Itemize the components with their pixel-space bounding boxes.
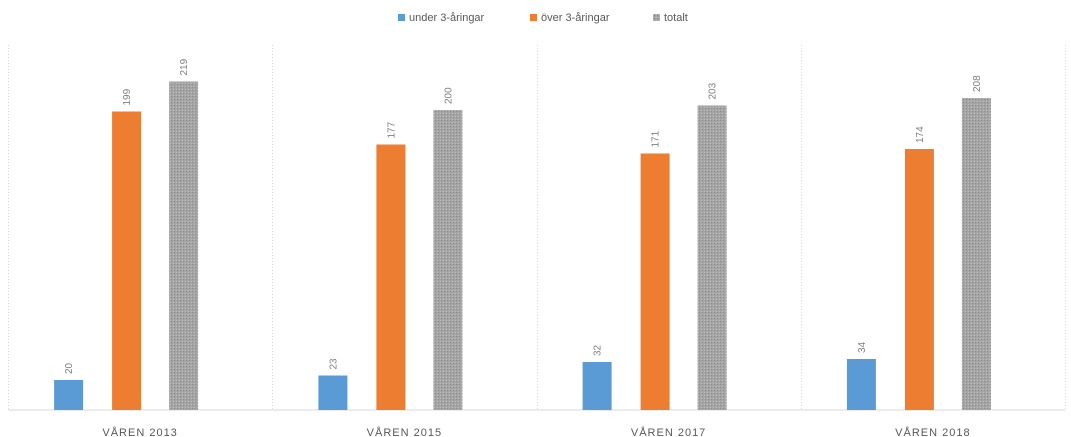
bars-layer [54,81,991,410]
bar-total-4 [961,98,991,410]
bar-under-3-2 [318,375,348,410]
bar-under-3-3 [582,362,612,410]
legend-label-under-3: under 3-åringar [409,12,485,24]
legend-item-over-3: över 3-åringar [530,12,610,24]
legend-item-under-3: under 3-åringar [398,12,485,24]
value-label: 32 [593,344,604,356]
bar-under-3-1 [54,380,84,410]
bar-total-2 [433,110,463,410]
legend-label-total: totalt [664,12,688,24]
legend-swatch-over-3 [530,14,537,21]
category-label: VÅREN 2018 [895,426,970,437]
value-label: 174 [915,126,926,143]
legend: under 3-åringar över 3-åringar totalt [398,12,688,24]
category-labels-layer: VÅREN 2013 VÅREN 2015 VÅREN 2017 VÅREN 2018 [102,426,970,437]
bar-over-3-1 [112,111,142,410]
category-label: VÅREN 2017 [631,426,706,437]
value-label: 199 [122,88,133,105]
bar-over-3-2 [376,144,406,410]
value-label: 20 [64,362,75,374]
category-label: VÅREN 2013 [102,426,177,437]
bar-total-1 [169,81,199,410]
value-label: 208 [972,75,983,92]
bar-total-3 [697,105,727,410]
category-label: VÅREN 2015 [367,426,442,437]
value-label: 219 [179,58,190,75]
value-label: 200 [443,87,454,104]
value-label: 171 [651,130,662,147]
value-label: 34 [857,341,868,353]
value-label: 23 [328,358,339,370]
value-labels-layer: 20 199 219 23 177 200 32 171 203 34 174 208 [64,58,983,374]
legend-item-total: totalt [653,12,688,24]
value-label: 203 [708,82,719,99]
legend-swatch-total [653,14,660,21]
category-separators [8,45,1066,410]
bar-over-3-3 [640,153,670,410]
legend-label-over-3: över 3-åringar [541,12,610,24]
bar-over-3-4 [904,149,934,410]
legend-swatch-under-3 [398,14,405,21]
bar-under-3-4 [846,359,876,410]
value-label: 177 [386,121,397,138]
